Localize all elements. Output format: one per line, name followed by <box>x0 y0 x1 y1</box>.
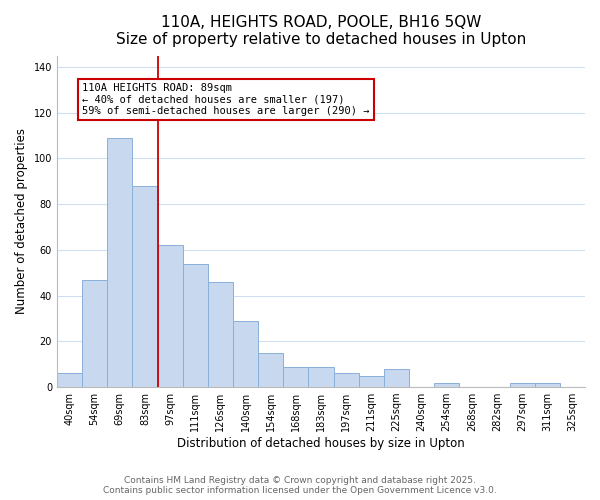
Bar <box>233 321 258 387</box>
Bar <box>509 382 535 387</box>
Bar <box>308 366 334 387</box>
Bar <box>133 186 158 387</box>
Bar <box>359 376 384 387</box>
Bar <box>82 280 107 387</box>
Bar <box>158 246 182 387</box>
X-axis label: Distribution of detached houses by size in Upton: Distribution of detached houses by size … <box>177 437 465 450</box>
Bar <box>208 282 233 387</box>
Bar <box>107 138 133 387</box>
Text: 110A HEIGHTS ROAD: 89sqm
← 40% of detached houses are smaller (197)
59% of semi-: 110A HEIGHTS ROAD: 89sqm ← 40% of detach… <box>82 83 370 116</box>
Y-axis label: Number of detached properties: Number of detached properties <box>15 128 28 314</box>
Text: Contains HM Land Registry data © Crown copyright and database right 2025.
Contai: Contains HM Land Registry data © Crown c… <box>103 476 497 495</box>
Bar <box>334 374 359 387</box>
Bar <box>57 374 82 387</box>
Title: 110A, HEIGHTS ROAD, POOLE, BH16 5QW
Size of property relative to detached houses: 110A, HEIGHTS ROAD, POOLE, BH16 5QW Size… <box>116 15 526 48</box>
Bar <box>182 264 208 387</box>
Bar <box>535 382 560 387</box>
Bar <box>434 382 459 387</box>
Bar <box>384 369 409 387</box>
Bar <box>258 353 283 387</box>
Bar <box>283 366 308 387</box>
